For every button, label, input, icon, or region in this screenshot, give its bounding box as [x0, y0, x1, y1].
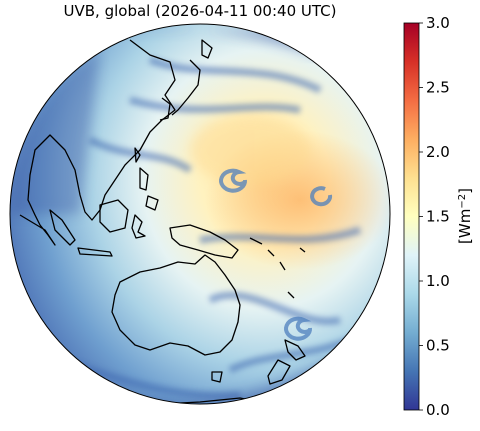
- globe-outline: [9, 23, 391, 405]
- colorbar-tick-label: 0.0: [426, 401, 450, 419]
- globe-map: [9, 23, 391, 405]
- uvb-field: [10, 24, 390, 404]
- colorbar-units: [Wm−2]: [456, 188, 474, 244]
- colorbar-tick-label: 2.5: [426, 79, 450, 97]
- colorbar-tick-label: 0.5: [426, 337, 450, 355]
- colorbar-scale: [403, 22, 420, 411]
- map-title: UVB, global (2026-04-11 00:40 UTC): [63, 2, 337, 20]
- colorbar-tick-label: 1.0: [426, 272, 450, 290]
- colorbar-tick-label: 2.0: [426, 143, 450, 161]
- globe-svg: [9, 23, 391, 405]
- colorbar-tick-label: 1.5: [426, 208, 450, 226]
- colorbar-tick-label: 3.0: [426, 14, 450, 32]
